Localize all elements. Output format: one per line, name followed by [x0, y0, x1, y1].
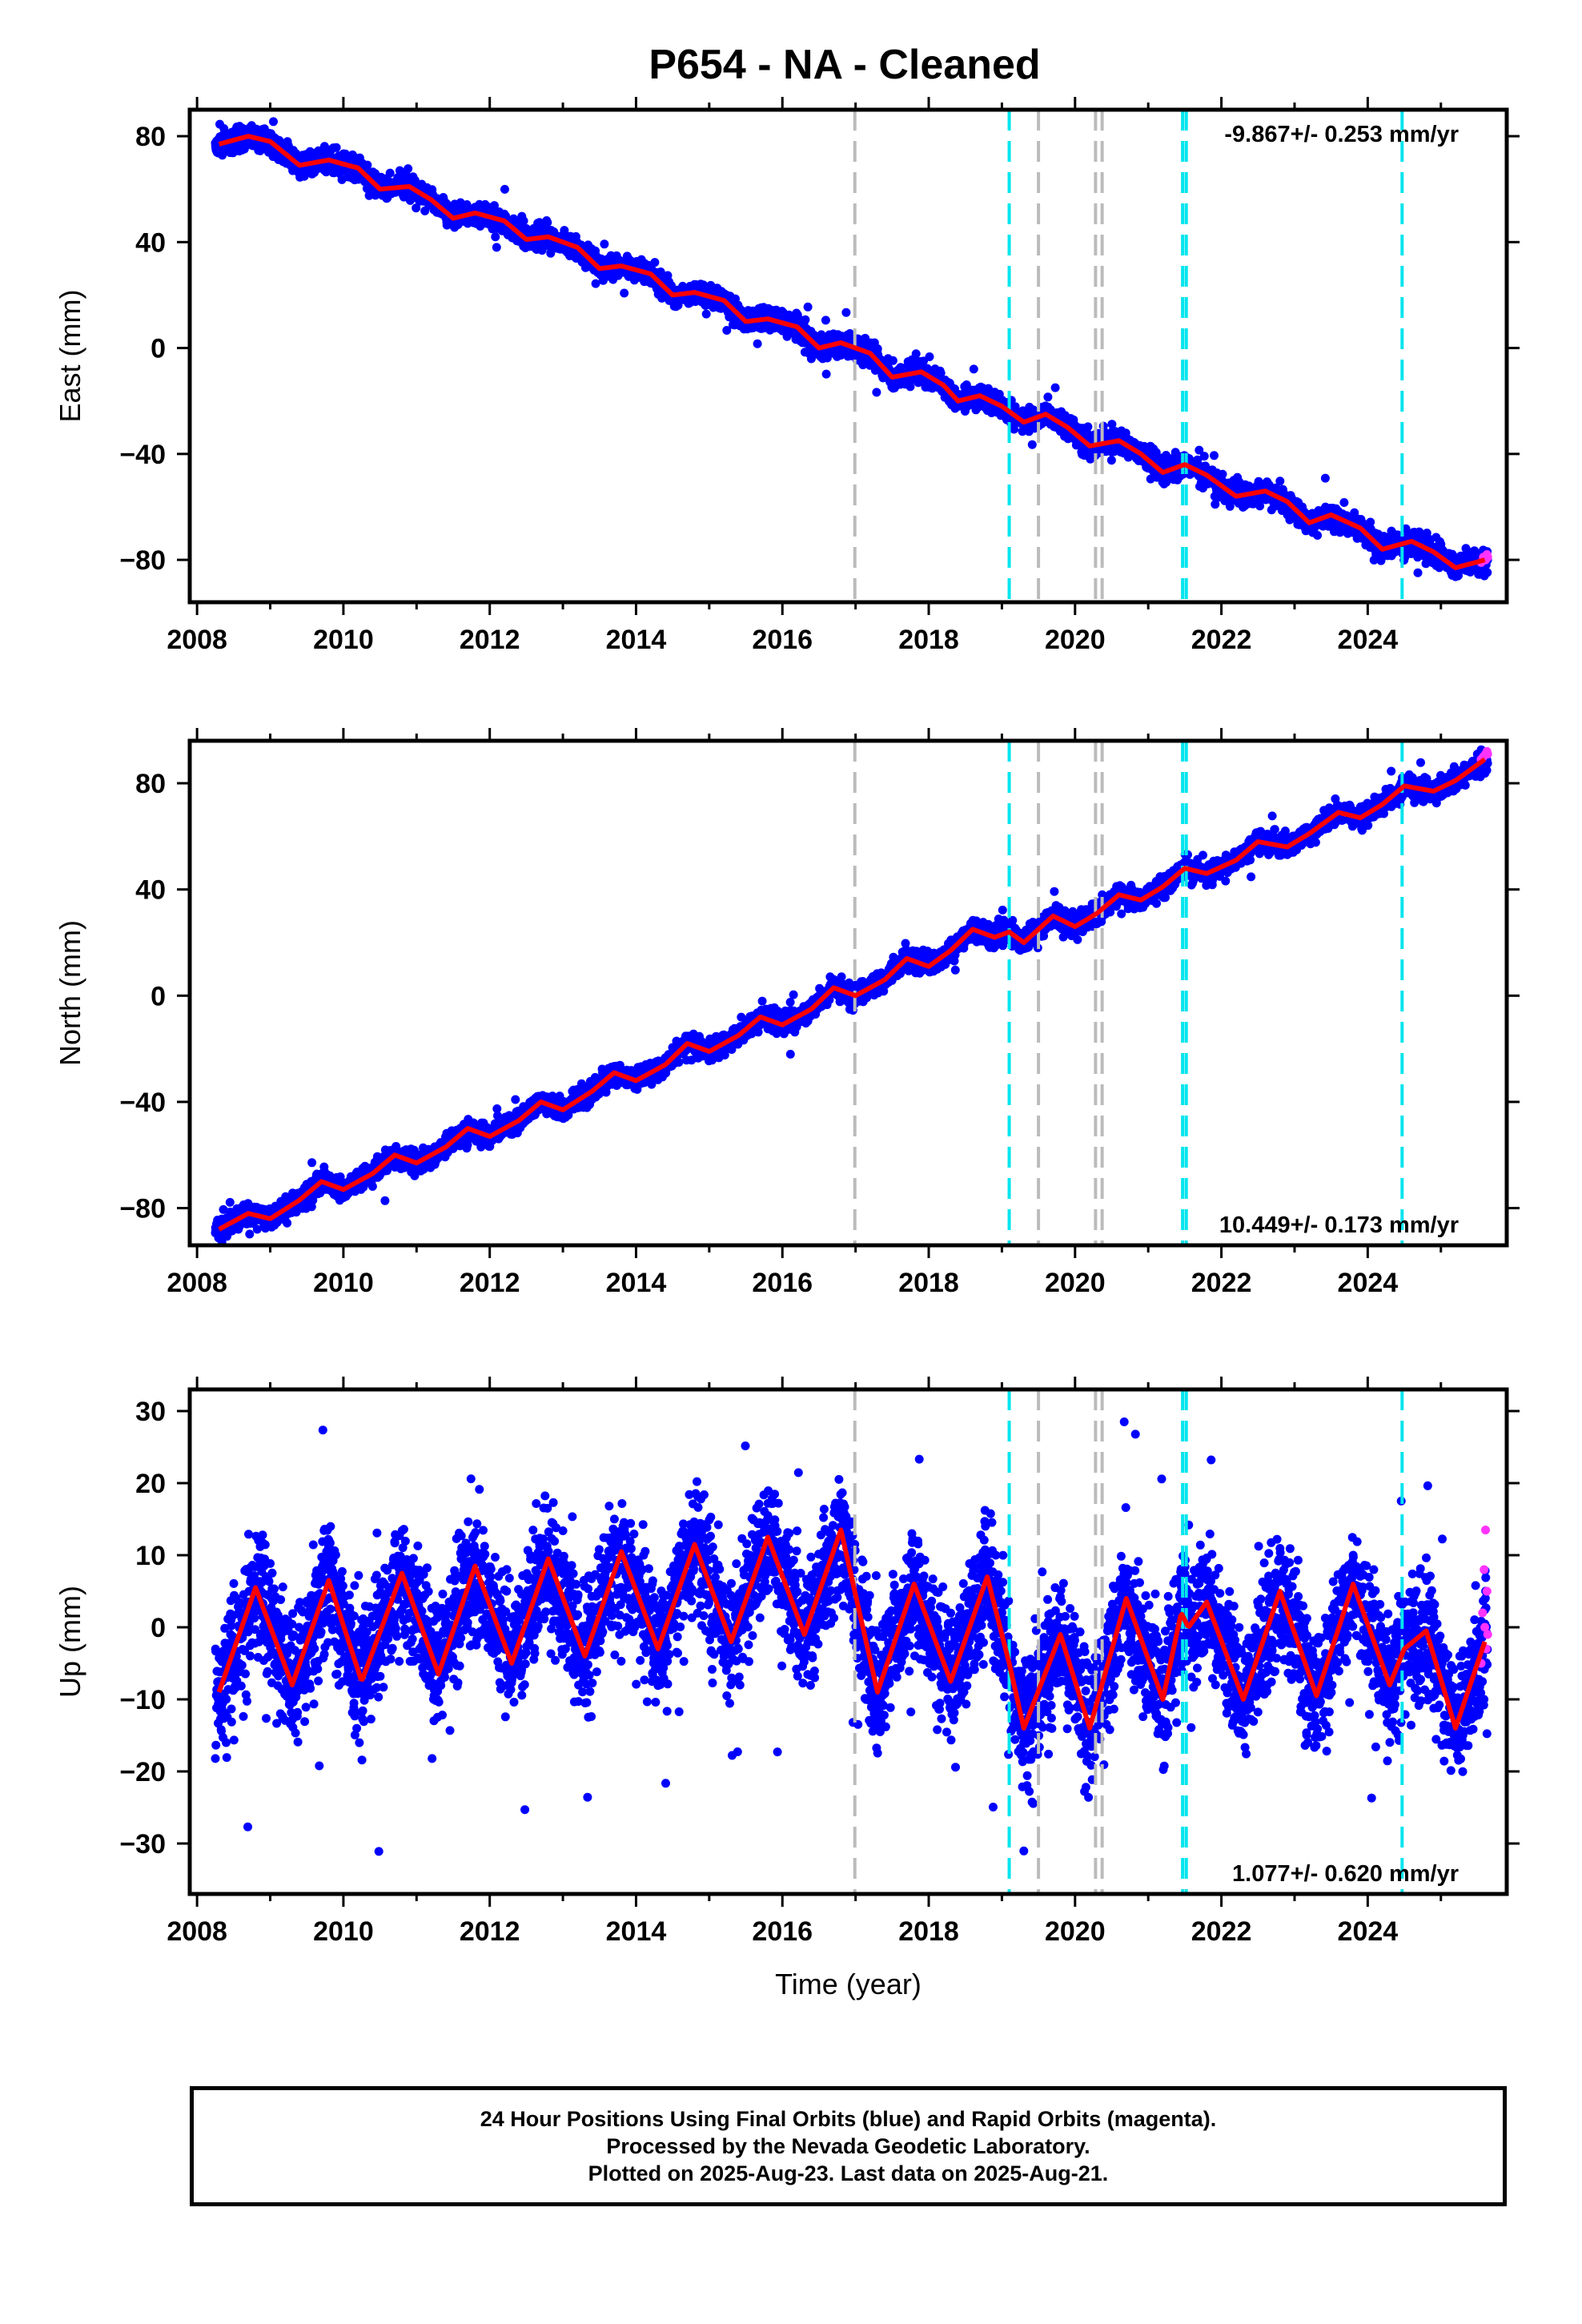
x-axis-label: Time (year) — [775, 1968, 921, 2000]
up-y-tick-label: 30 — [135, 1397, 166, 1427]
east-x-tick-label: 2018 — [898, 625, 959, 655]
north-x-tick-label: 2018 — [898, 1268, 959, 1298]
east-x-tick-label: 2016 — [752, 625, 813, 655]
east-frame — [187, 107, 1509, 605]
east-model-line — [218, 134, 1486, 570]
up-x-tick-label: 2008 — [167, 1916, 227, 1947]
up-y-tick-label: 10 — [135, 1541, 166, 1571]
up-x-tick-label: 2012 — [460, 1916, 520, 1947]
east-x-tick-label: 2024 — [1338, 625, 1399, 655]
up-x-tick-label: 2018 — [898, 1916, 959, 1947]
north-y-tick-label: 80 — [135, 769, 166, 799]
up-y-tick-label: 0 — [151, 1613, 166, 1643]
north-y-tick-label: 40 — [135, 875, 166, 906]
up-model-line — [216, 1527, 1488, 1731]
panel-east: 2008 2010 2012 2014 2016 2018 2020 2022 2024 80 40… — [54, 97, 1520, 655]
east-y-tick-label: 0 — [151, 334, 166, 364]
north-y-tick-label: 0 — [151, 981, 166, 1011]
up-x-tick-label: 2010 — [313, 1916, 374, 1947]
up-final-orbit-points — [211, 1389, 1492, 1856]
page-title: P654 - NA - Cleaned — [648, 42, 1040, 88]
east-plot-area — [211, 110, 1492, 602]
up-rate-label: 1.077+/- 0.620 mm/yr — [1232, 1861, 1459, 1887]
east-y-tick-label: −80 — [119, 545, 166, 576]
panel-north: 2008 2010 2012 2014 2016 2018 2020 2022 2024 80 40… — [54, 728, 1520, 1298]
east-x-tick-label: 2022 — [1191, 625, 1252, 655]
east-x-tick-label: 2020 — [1045, 625, 1106, 655]
east-x-tick-label: 2014 — [606, 625, 667, 655]
up-plot-area — [211, 1389, 1492, 1894]
north-y-tick-label: −40 — [119, 1088, 166, 1118]
north-x-tick-label: 2014 — [606, 1268, 667, 1298]
up-y-tick-label: −10 — [119, 1685, 166, 1715]
up-rapid-orbit-points — [1476, 1526, 1492, 1668]
north-x-tick-label: 2022 — [1191, 1268, 1252, 1298]
up-y-tick-label: −20 — [119, 1757, 166, 1787]
up-frame — [187, 1387, 1509, 1896]
up-x-tick-label: 2024 — [1338, 1916, 1399, 1947]
north-x-tick-label: 2020 — [1045, 1268, 1106, 1298]
north-frame — [187, 738, 1509, 1248]
up-x-tick-label: 2014 — [606, 1916, 667, 1947]
east-y-tick-label: 80 — [135, 122, 166, 152]
north-x-tick-label: 2024 — [1338, 1268, 1399, 1298]
footer-line-1: 24 Hour Positions Using Final Orbits (bl… — [480, 2107, 1217, 2131]
up-y-tick-label: −30 — [119, 1829, 166, 1860]
north-x-tick-label: 2012 — [460, 1268, 520, 1298]
east-y-axis-label: East (mm) — [54, 290, 86, 423]
up-x-tick-label: 2016 — [752, 1916, 813, 1947]
east-rate-label: -9.867+/- 0.253 mm/yr — [1224, 122, 1459, 147]
up-x-tick-label: 2022 — [1191, 1916, 1252, 1947]
north-x-tick-label: 2016 — [752, 1268, 813, 1298]
north-plot-area — [211, 741, 1492, 1245]
up-y-tick-label: 20 — [135, 1469, 166, 1499]
east-x-tick-label: 2008 — [167, 625, 227, 655]
east-x-tick-label: 2012 — [460, 625, 520, 655]
footer-box: 24 Hour Positions Using Final Orbits (bl… — [190, 2086, 1507, 2206]
north-x-tick-label: 2008 — [167, 1268, 227, 1298]
panels: 2008 2010 2012 2014 2016 2018 2020 2022 20248040… — [54, 97, 1520, 2000]
north-x-tick-label: 2010 — [313, 1268, 374, 1298]
up-x-tick-label: 2020 — [1045, 1916, 1106, 1947]
footer-line-3: Plotted on 2025-Aug-23. Last data on 202… — [588, 2161, 1109, 2185]
east-x-tick-label: 2010 — [313, 625, 374, 655]
north-model-line — [218, 757, 1487, 1232]
north-rate-label: 10.449+/- 0.173 mm/yr — [1219, 1212, 1459, 1238]
north-rapid-orbit-points — [1476, 746, 1492, 764]
east-y-tick-label: −40 — [119, 440, 166, 470]
footer-line-2: Processed by the Nevada Geodetic Laborat… — [606, 2134, 1090, 2158]
panel-up: 2008 2010 2012 2014 2016 2018 2020 2022 20243020… — [54, 1377, 1520, 2000]
east-y-tick-label: 40 — [135, 227, 166, 258]
up-y-axis-label: Up (mm) — [54, 1586, 86, 1698]
north-y-tick-label: −80 — [119, 1194, 166, 1224]
north-y-axis-label: North (mm) — [54, 920, 86, 1066]
